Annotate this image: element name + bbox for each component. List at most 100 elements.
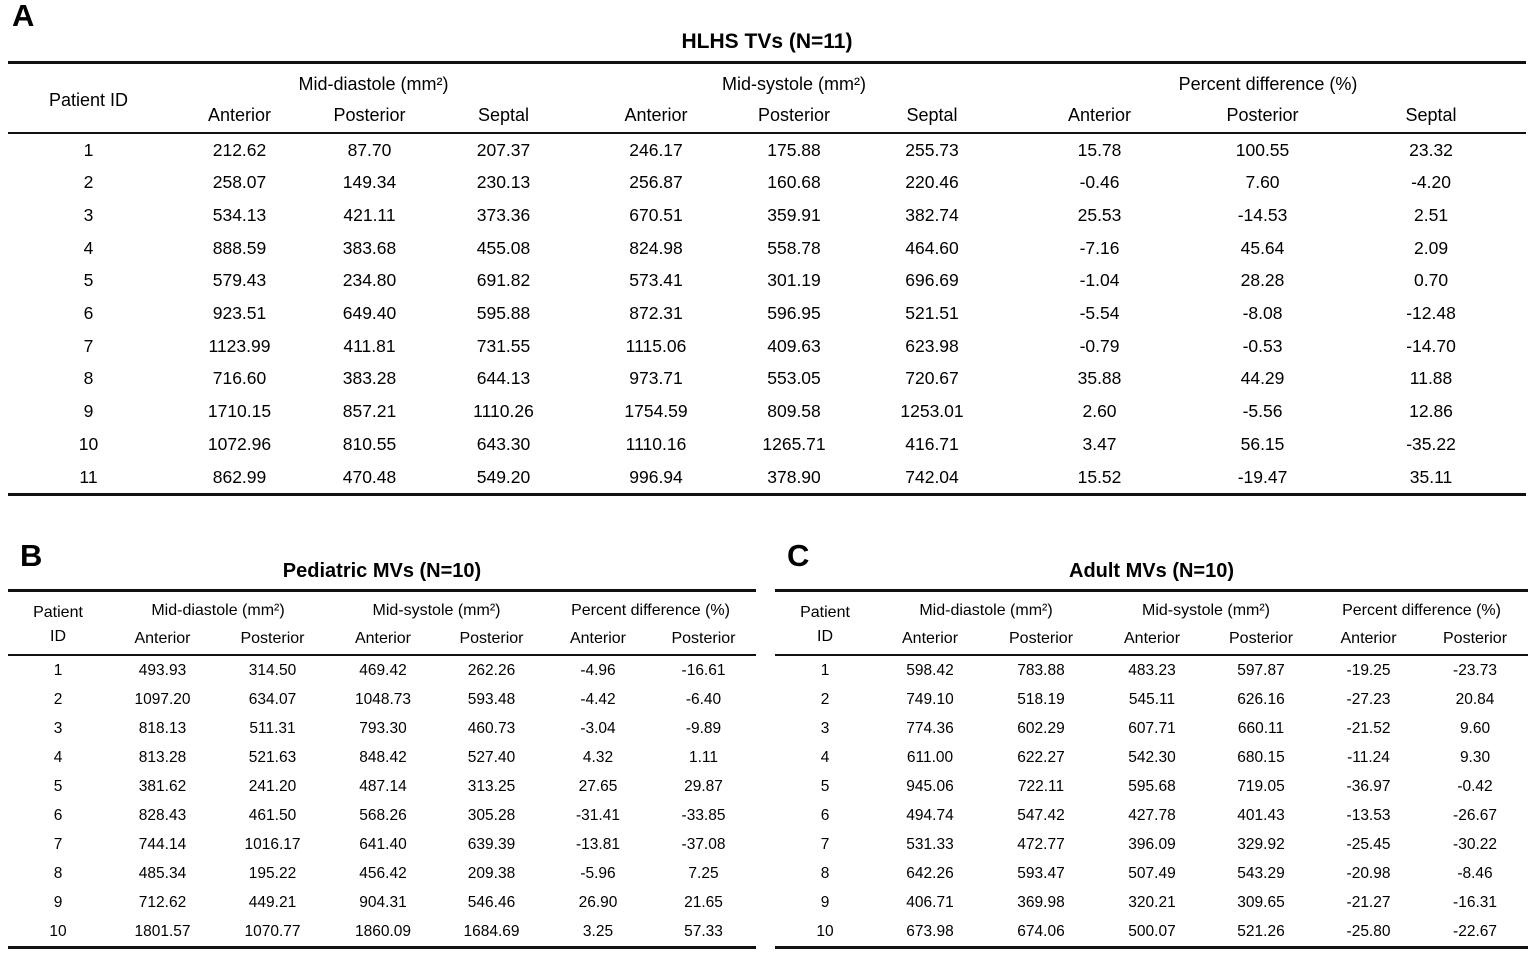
table-cell: 547.42	[1017, 806, 1065, 824]
table-cell: 7	[53, 835, 63, 853]
table-cell: 531.33	[906, 835, 954, 853]
table-cell: 383.68	[342, 237, 397, 258]
table-cell: 3.47	[1082, 433, 1117, 454]
table-cell: 1.11	[688, 748, 719, 766]
table-cell: 212.62	[212, 139, 267, 160]
table-cell: 241.20	[248, 777, 297, 795]
table-cell: 449.21	[248, 893, 297, 911]
table-cell: -5.54	[1079, 303, 1120, 324]
table-cell: 220.46	[905, 172, 959, 193]
table-row: 3 818.13 511.31 793.30 460.73 -3.04 -9.89	[8, 714, 756, 743]
table-cell: -22.67	[1453, 922, 1497, 940]
table-cell: 3	[820, 719, 830, 737]
table-cell: 623.98	[905, 335, 959, 356]
table-cell: 598.42	[906, 661, 954, 679]
table-cell: 626.16	[1237, 690, 1285, 708]
table-cell: -27.23	[1346, 690, 1391, 708]
table-cell: 11.88	[1409, 368, 1453, 389]
table-cell: 461.50	[248, 806, 297, 824]
table-cell: 549.20	[476, 466, 531, 487]
table-cell: 521.63	[248, 748, 297, 766]
table-row: 8 716.60 383.28 644.13 973.71 553.05 720.67 35.…	[8, 362, 1526, 395]
table-row: 2 1097.20 634.07 1048.73 593.48 -4.42 -6.40	[8, 685, 756, 714]
col-header-anterior: Anterior	[354, 630, 412, 648]
table-cell: -6.40	[685, 690, 722, 708]
table-cell: 720.67	[905, 368, 959, 389]
table-cell: 813.28	[138, 748, 187, 766]
bottom-panels: B Pediatric MVs (N=10) Patient ID Mid-di…	[0, 540, 1534, 949]
table-cell: 455.08	[476, 237, 531, 258]
table-cell: 464.60	[905, 237, 959, 258]
table-cell: 7	[820, 835, 830, 853]
table-cell: 691.82	[476, 270, 531, 291]
table-cell: 45.64	[1240, 237, 1285, 258]
table-cell: 573.41	[629, 270, 683, 291]
col-header-posterior: Posterior	[333, 105, 406, 125]
table-row: 11 862.99 470.48 549.20 996.94 378.90 742.04 15…	[8, 461, 1526, 495]
table-cell: 1110.16	[625, 433, 687, 454]
table-cell: 824.98	[629, 237, 683, 258]
table-cell: 0.70	[1414, 270, 1449, 291]
table-cell: 673.98	[906, 922, 954, 940]
table-cell: -19.47	[1237, 466, 1288, 487]
col-header-anterior: Anterior	[1124, 630, 1181, 648]
pediatric-mvs-table: Patient ID Mid-diastole (mm²) Mid-systol…	[8, 589, 757, 949]
col-header-anterior: Anterior	[1068, 105, 1132, 125]
pediatric-mvs-table-header: Patient ID Mid-diastole (mm²) Mid-systol…	[8, 591, 757, 655]
table-cell: 553.05	[767, 368, 821, 389]
group-header-mid-diastole: Mid-diastole (mm²)	[151, 601, 285, 619]
table-cell: 722.11	[1017, 777, 1065, 795]
table-cell: 87.70	[347, 139, 392, 160]
table-cell: 904.31	[359, 893, 407, 911]
table-cell: 470.48	[342, 466, 397, 487]
table-cell: 634.07	[248, 690, 297, 708]
table-cell: 469.42	[359, 661, 407, 679]
table-cell: 28.28	[1240, 270, 1285, 291]
table-cell: 1684.69	[463, 922, 520, 940]
group-header-mid-diastole: Mid-diastole (mm²)	[919, 601, 1053, 619]
patient-header-line2: ID	[817, 628, 834, 646]
table-cell: -9.89	[685, 719, 722, 737]
table-cell: 6	[83, 303, 94, 324]
table-cell: 527.40	[467, 748, 516, 766]
col-header-anterior: Anterior	[569, 630, 627, 648]
table-cell: -21.52	[1346, 719, 1391, 737]
table-cell: 258.07	[212, 172, 267, 193]
hlhs-tvs-table-header: Patient ID Mid-diastole (mm²) Mid-systol…	[8, 63, 1527, 133]
col-header-anterior: Anterior	[207, 105, 272, 125]
group-header-mid-systole: Mid-systole (mm²)	[1142, 601, 1271, 619]
table-cell: -25.45	[1346, 835, 1391, 853]
table-cell: 160.68	[767, 172, 821, 193]
table-cell: 4	[53, 748, 63, 766]
table-cell: 369.98	[1017, 893, 1065, 911]
table-cell: 649.40	[342, 303, 397, 324]
table-cell: 485.34	[138, 864, 187, 882]
table-cell: 256.87	[629, 172, 683, 193]
col-header-posterior: Posterior	[1443, 630, 1508, 648]
panel-a-title: HLHS TVs (N=11)	[681, 30, 853, 53]
table-row: 10 1072.96 810.55 643.30 1110.16 1265.71 416.7…	[8, 428, 1526, 461]
table-cell: 209.38	[467, 864, 516, 882]
table-cell: -5.56	[1242, 401, 1283, 422]
table-cell: 888.59	[212, 237, 267, 258]
table-cell: 7.60	[1245, 172, 1280, 193]
table-cell: 542.30	[1128, 748, 1176, 766]
adult-mvs-table-header: Patient ID Mid-diastole (mm²) Mid-systol…	[775, 591, 1529, 655]
table-cell: 7	[83, 335, 94, 356]
table-cell: -30.22	[1453, 835, 1497, 853]
table-cell: 973.71	[629, 368, 683, 389]
table-cell: 175.88	[767, 139, 821, 160]
col-header-septal: Septal	[477, 105, 530, 125]
table-cell: 521.26	[1237, 922, 1285, 940]
table-cell: -21.27	[1346, 893, 1391, 911]
table-cell: 20.84	[1455, 690, 1495, 708]
table-cell: 207.37	[476, 139, 531, 160]
table-cell: 848.42	[359, 748, 407, 766]
table-cell: 427.78	[1128, 806, 1176, 824]
table-row: 1 598.42 783.88 483.23 597.87 -19.25 -23.73	[775, 655, 1528, 685]
table-cell: 6	[820, 806, 830, 824]
table-cell: 607.71	[1128, 719, 1176, 737]
table-cell: -0.42	[1457, 777, 1493, 795]
table-cell: 382.74	[905, 204, 959, 225]
panel-b-title: Pediatric MVs (N=10)	[282, 560, 482, 583]
